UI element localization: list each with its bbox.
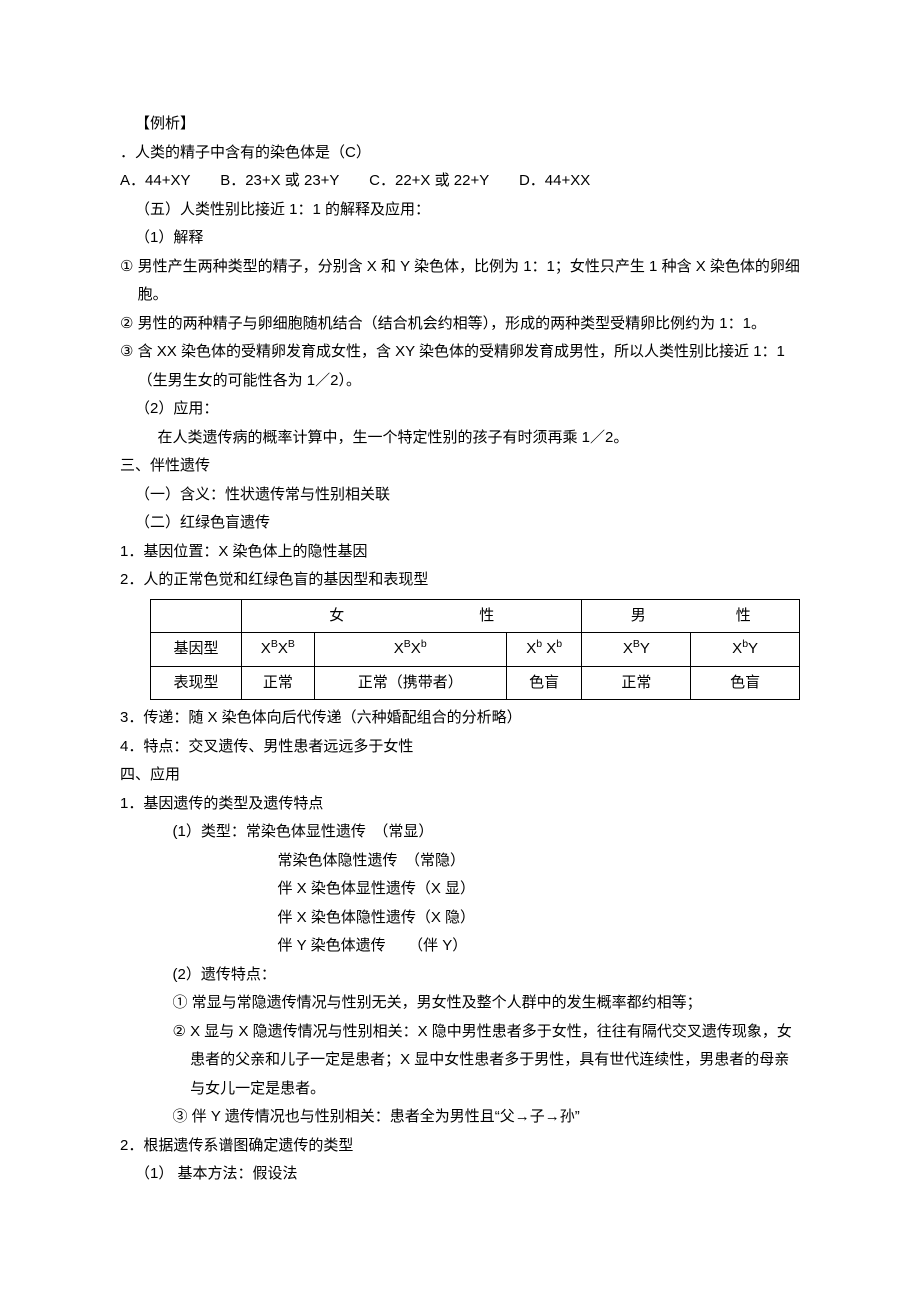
table-header-male: 男性 [582, 599, 800, 633]
text-4-1: 1．基因遗传的类型及遗传特点 [120, 790, 800, 819]
genotype-table: 女性 男性 基因型 XBXB XBXb Xb Xb XBY XbY 表现型 正常… [150, 599, 800, 701]
table-r1c4: XBY [582, 633, 691, 667]
text-3-2-1: 1．基因位置：X 染色体上的隐性基因 [120, 538, 800, 567]
table-r1c2: XBXb [314, 633, 506, 667]
text-sub1: （1）解释 [120, 224, 800, 253]
table-r1c5: XbY [691, 633, 800, 667]
text-4-1-1b: 常染色体隐性遗传 （常隐） [120, 847, 800, 876]
text-4-1-1c: 伴 X 染色体显性遗传（X 显） [120, 875, 800, 904]
text-sub2: （2）应用： [120, 395, 800, 424]
table-r2c4: 正常 [582, 666, 691, 700]
table-r2c1: 正常 [242, 666, 315, 700]
table-header-blank [151, 599, 242, 633]
table-r2c5: 色盲 [691, 666, 800, 700]
text-item1: ① 男性产生两种类型的精子，分别含 X 和 Y 染色体，比例为 1：1；女性只产… [120, 253, 800, 310]
text-4-1-1: (1）类型：常染色体显性遗传 （常显） [120, 818, 800, 847]
table-r2c3: 色盲 [506, 666, 582, 700]
text-4-1-1d: 伴 X 染色体隐性遗传（X 隐） [120, 904, 800, 933]
table-r1c3: Xb Xb [506, 633, 582, 667]
heading-three: 三、伴性遗传 [120, 452, 800, 481]
text-4-1-1e: 伴 Y 染色体遗传 （伴 Y） [120, 932, 800, 961]
table-r2c0: 表现型 [151, 666, 242, 700]
text-4-1-2c: ③ 伴 Y 遗传情况也与性别相关：患者全为男性且“父→子→孙” [120, 1103, 800, 1132]
text-4-1-2b-body: X 显与 X 隐遗传情况与性别相关：X 隐中男性患者多于女性，往往有隔代交叉遗传… [190, 1018, 800, 1104]
text-sub2-body: 在人类遗传病的概率计算中，生一个特定性别的孩子有时须再乘 1／2。 [120, 424, 800, 453]
text-4-1-2a: ① 常显与常隐遗传情况与性别无关，男女性及整个人群中的发生概率都约相等； [120, 989, 800, 1018]
table-header-female: 女性 [242, 599, 582, 633]
text-4-2-1: （1） 基本方法：假设法 [120, 1160, 800, 1189]
heading-example: 【例析】 [120, 110, 800, 139]
text-4-1-2b: ② X 显与 X 隐遗传情况与性别相关：X 隐中男性患者多于女性，往往有隔代交叉… [120, 1018, 800, 1104]
text-3-2-2: 2．人的正常色觉和红绿色盲的基因型和表现型 [120, 566, 800, 595]
text-item2: ② 男性的两种精子与卵细胞随机结合（结合机会约相等），形成的两种类型受精卵比例约… [120, 310, 800, 339]
text-3-2: （二）红绿色盲遗传 [120, 509, 800, 538]
text-3-1: （一）含义：性状遗传常与性别相关联 [120, 481, 800, 510]
text-4-2: 2．根据遗传系谱图确定遗传的类型 [120, 1132, 800, 1161]
text-4-1-2: (2）遗传特点： [120, 961, 800, 990]
heading-four: 四、应用 [120, 761, 800, 790]
text-options: A．44+XY B．23+X 或 23+Y C．22+X 或 22+Y D．44… [120, 167, 800, 196]
table-r1c0: 基因型 [151, 633, 242, 667]
text-item1-body: 男性产生两种类型的精子，分别含 X 和 Y 染色体，比例为 1：1；女性只产生 … [138, 253, 800, 310]
table-r1c1: XBXB [242, 633, 315, 667]
text-3-2-4: 4．特点：交叉遗传、男性患者远远多于女性 [120, 733, 800, 762]
text-item3-body: 含 XX 染色体的受精卵发育成女性，含 XY 染色体的受精卵发育成男性，所以人类… [138, 338, 800, 395]
text-3-2-3: 3．传递：随 X 染色体向后代传递（六种婚配组合的分析略） [120, 704, 800, 733]
table-r2c2: 正常（携带者） [314, 666, 506, 700]
text-item2-body: 男性的两种精子与卵细胞随机结合（结合机会约相等），形成的两种类型受精卵比例约为 … [138, 310, 800, 339]
text-item3: ③ 含 XX 染色体的受精卵发育成女性，含 XY 染色体的受精卵发育成男性，所以… [120, 338, 800, 395]
text-section5: （五）人类性别比接近 1：1 的解释及应用： [120, 196, 800, 225]
text-question: ．人类的精子中含有的染色体是（C） [120, 139, 800, 168]
